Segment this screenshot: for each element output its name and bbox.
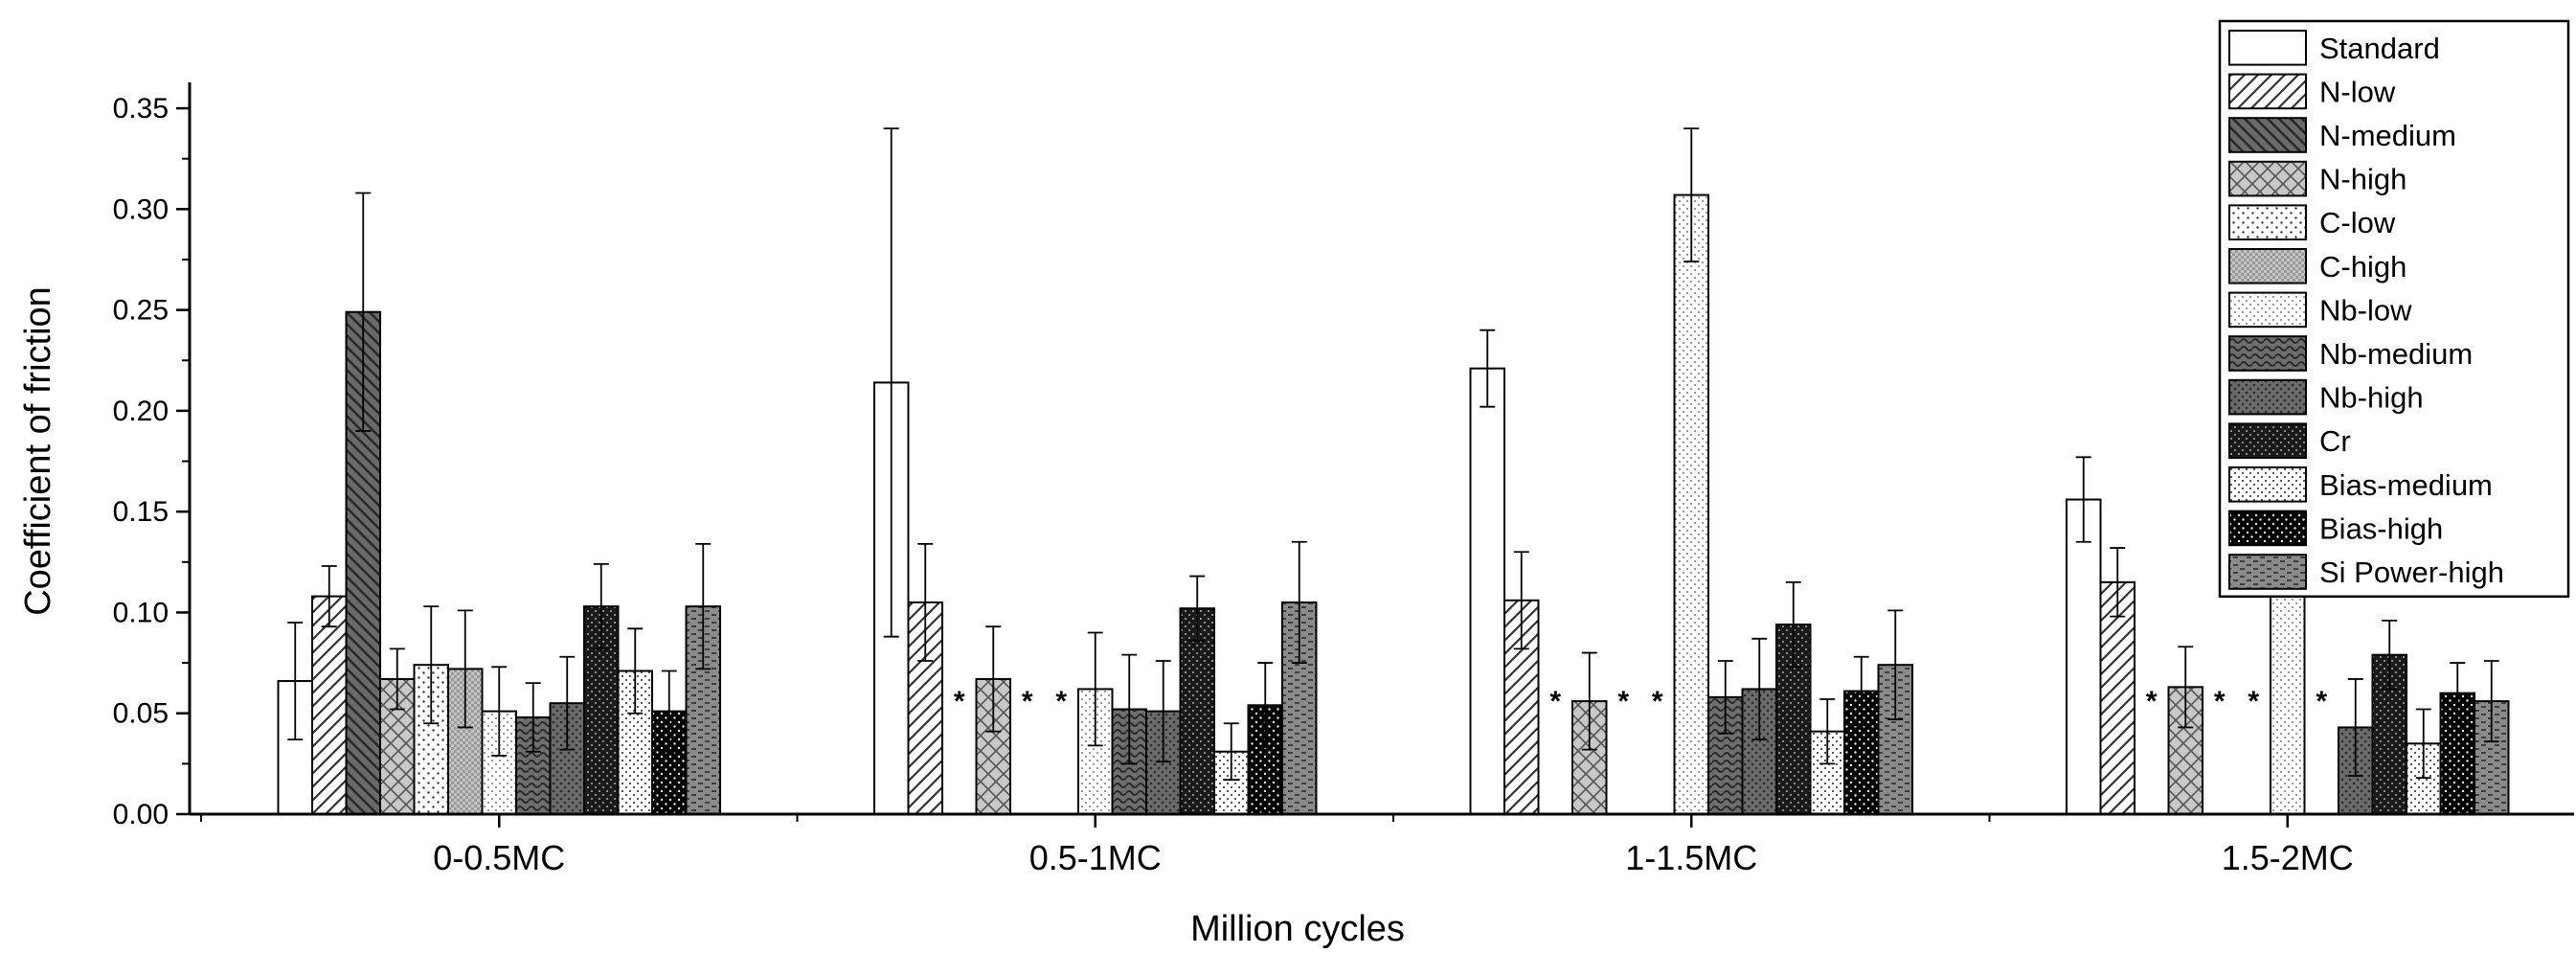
legend-swatch [2228,248,2307,284]
legend-label: N-high [2319,163,2407,196]
bar [1469,367,1505,815]
bar [2066,498,2102,815]
legend-swatch [2228,30,2307,66]
y-tick-label: 0.35 [113,93,169,125]
missing-marker: * [1617,686,1629,717]
x-tick-label: 0.5-1MC [1029,838,1162,877]
y-tick-label: 0.10 [113,597,169,628]
missing-marker: * [2146,686,2158,717]
legend: Standard N-low N-medium N-high C-low C-high Nb… [2218,19,2570,599]
missing-marker: * [1022,686,1033,717]
x-tick-label: 1-1.5MC [1625,838,1757,877]
legend-label: Bias-high [2319,511,2443,545]
y-tick-label: 0.05 [113,698,169,730]
legend-swatch [2228,422,2307,459]
missing-marker: * [2316,686,2327,717]
x-tick-label: 0-0.5MC [433,838,565,877]
legend-label: Si Power-high [2319,556,2504,589]
legend-swatch [2228,204,2307,240]
legend-swatch [2228,291,2307,329]
legend-swatch [2228,510,2307,547]
legend-swatch [2228,378,2307,416]
bar [1673,193,1709,816]
legend-label: N-medium [2319,119,2456,152]
legend-swatch [2228,160,2307,197]
missing-marker: * [1055,686,1067,717]
missing-marker: * [2214,686,2226,717]
missing-marker: * [954,686,965,717]
y-axis-title: Coefficient of friction [18,286,58,616]
legend-label: Cr [2319,424,2351,458]
y-tick-label: 0.25 [113,295,169,327]
legend-label: Nb-low [2319,293,2412,327]
x-axis-title: Million cycles [1190,909,1405,949]
legend-label: N-low [2319,75,2396,108]
legend-label: Standard [2319,32,2440,65]
bar [2099,580,2135,815]
legend-swatch [2228,73,2307,110]
legend-label: Bias-medium [2319,468,2493,502]
legend-label: C-high [2319,250,2407,284]
legend-swatch [2228,335,2307,372]
y-tick-label: 0.20 [113,396,169,427]
legend-label: Nb-high [2319,381,2424,415]
legend-label: C-low [2319,206,2396,239]
bar [311,595,348,815]
missing-marker: * [1652,686,1663,717]
y-tick-label: 0.30 [113,193,169,225]
x-tick-label: 1.5-2MC [2222,838,2354,877]
axes-layer: 0.00 0.05 0.10 0.15 0.20 0.25 0.30 0.35 0-0.5MC 0… [113,82,2574,877]
bars-layer: * * * * * * * * * * [277,127,2510,816]
missing-marker: * [2248,686,2259,717]
missing-marker: * [1549,686,1561,717]
legend-swatch [2228,466,2307,503]
y-tick-label: 0.15 [113,496,169,528]
legend-swatch [2228,117,2307,153]
legend-swatch [2228,554,2307,590]
legend-label: Nb-medium [2319,337,2473,371]
y-tick-label: 0.00 [113,799,169,830]
